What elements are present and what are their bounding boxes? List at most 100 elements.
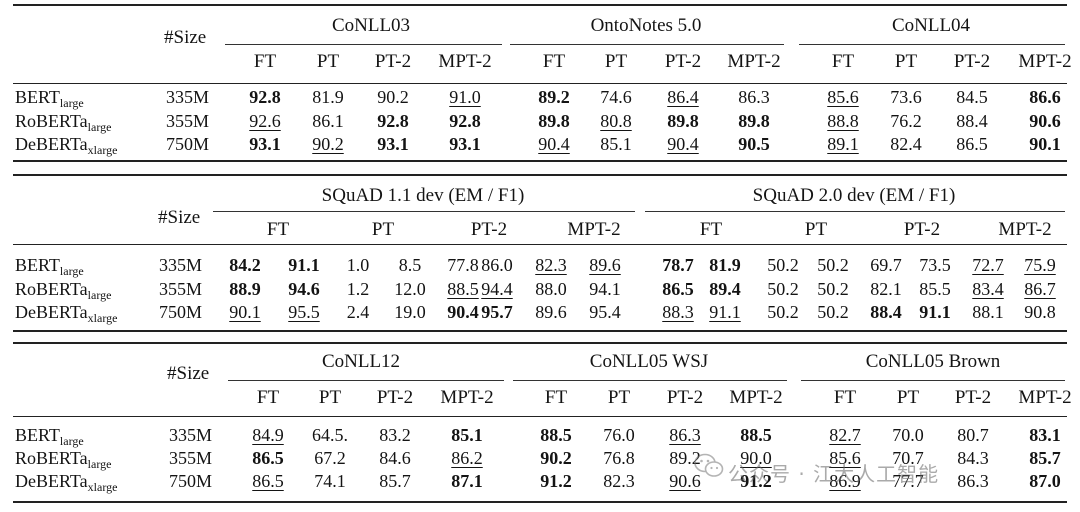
score-cell: 81.9 [709,255,741,275]
score-cell: 90.5 [738,134,770,154]
score-cell: 83.2 [379,425,411,445]
score-cell: 95.4 [589,302,621,322]
score-cell: 91.1 [919,302,951,322]
model-name-subscript: large [59,434,84,448]
score-cell: 86.3 [669,425,701,445]
column-header: MPT-2 [440,387,494,408]
score-cell: 91.0 [449,87,481,107]
top-rule [13,342,1067,344]
model-size: 750M [159,302,203,322]
group-rule-conll05-brown [801,380,1065,381]
score-cell: 89.2 [669,448,701,468]
column-header: FT [831,51,855,72]
model-name-subscript: large [87,120,112,134]
group-title-squad11: SQuAD 1.1 dev (EM / F1) [321,185,525,206]
score-cell: 93.1 [449,134,481,154]
model-name: DeBERTaxlarge [15,135,117,156]
score-cell: 86.5 [252,471,284,491]
score-cell: 82.7 [829,425,861,445]
model-name-base: DeBERTa [15,471,88,491]
column-header: MPT-2 [438,51,492,72]
score-cell: 76.2 [890,111,922,131]
column-header: PT-2 [903,219,941,240]
results-table-squad: #Size SQuAD 1.1 dev (EM / F1) SQuAD 2.0 … [13,174,1067,334]
score-cell: 88.5 [540,425,572,445]
model-size: 355M [166,111,210,131]
column-header: FT [253,51,277,72]
score-cell: 88.3 [662,302,694,322]
score-cell: 88.5 [740,425,772,445]
score-cell: 95.5 [288,302,320,322]
score-cell: 88.4 [870,302,902,322]
score-cell: 50.2 [817,279,849,299]
score-cell: 69.7 [870,255,902,275]
score-cell: 83.4 [972,279,1004,299]
score-cell: 84.3 [957,448,989,468]
model-name-subscript: large [87,288,112,302]
model-name: DeBERTaxlarge [15,471,117,493]
group-rule-squad11 [213,211,635,212]
score-cell: 73.5 [919,255,951,275]
model-size: 335M [166,87,210,107]
model-name-base: BERT [15,255,60,275]
score-cell: 89.8 [667,111,699,131]
score-cell: 76.8 [603,448,635,468]
group-title-conll12: CoNLL12 [321,351,401,372]
score-cell: 1.2 [346,279,370,299]
score-cell: 86.3 [957,471,989,491]
model-name: RoBERTalarge [15,449,111,470]
score-cell: 75.9 [1024,255,1056,275]
results-table-srl: #Size CoNLL12 CoNLL05 WSJ CoNLL05 Brown … [13,342,1072,504]
score-cell: 82.1 [870,279,902,299]
header-rule [13,83,1067,84]
results-table-ner: #Size CoNLL03 OntoNotes 5.0 CoNLL04 FT PT… [13,4,1072,162]
score-cell: 90.0 [740,448,772,468]
column-header: PT [318,387,342,408]
score-cell: 90.6 [669,471,701,491]
score-cell: 86.5 [252,448,284,468]
score-cell: 74.1 [314,471,346,491]
score-cell: 84.2 [229,255,261,275]
score-cell: 92.8 [249,87,281,107]
score-cell: 89.2 [538,87,570,107]
model-name-subscript: large [59,96,84,110]
score-cell: 2.4 [346,302,370,322]
score-cell: 77.8 [447,255,479,275]
score-cell: 90.2 [312,134,344,154]
size-header: #Size [167,363,210,384]
column-header: MPT-2 [1018,387,1072,408]
score-cell: 93.1 [377,134,409,154]
column-header: FT [544,387,568,408]
score-cell: 86.1 [312,111,344,131]
model-name: BERTlarge [15,255,84,277]
score-cell: 73.6 [890,87,922,107]
bottom-rule [13,160,1067,162]
score-cell: 90.2 [540,448,572,468]
model-name-subscript: xlarge [87,480,118,494]
score-cell: 83.1 [1029,425,1061,445]
column-header: FT [833,387,857,408]
score-cell: 95.7 [481,302,513,322]
score-cell: 70.0 [892,425,924,445]
score-cell: 88.5 [447,279,479,299]
model-name: DeBERTaxlarge [15,303,117,324]
column-header: PT-2 [470,219,508,240]
column-header: MPT-2 [998,219,1052,240]
score-cell: 50.2 [817,255,849,275]
group-rule-conll12 [228,380,504,381]
score-cell: 85.7 [1029,448,1061,468]
score-cell: 92.8 [449,111,481,131]
score-cell: 94.6 [288,279,320,299]
score-cell: 90.4 [447,302,479,322]
score-cell: 50.2 [767,255,799,275]
score-cell: 84.9 [252,425,284,445]
group-rule-conll05-wsj [513,380,787,381]
score-cell: 19.0 [394,302,426,322]
score-cell: 90.4 [538,134,570,154]
model-name-subscript: xlarge [87,143,118,157]
score-cell: 82.3 [535,255,567,275]
score-cell: 92.8 [377,111,409,131]
group-rule-squad20 [645,211,1065,212]
score-cell: 70.7 [892,448,924,468]
model-name: RoBERTalarge [15,112,111,133]
